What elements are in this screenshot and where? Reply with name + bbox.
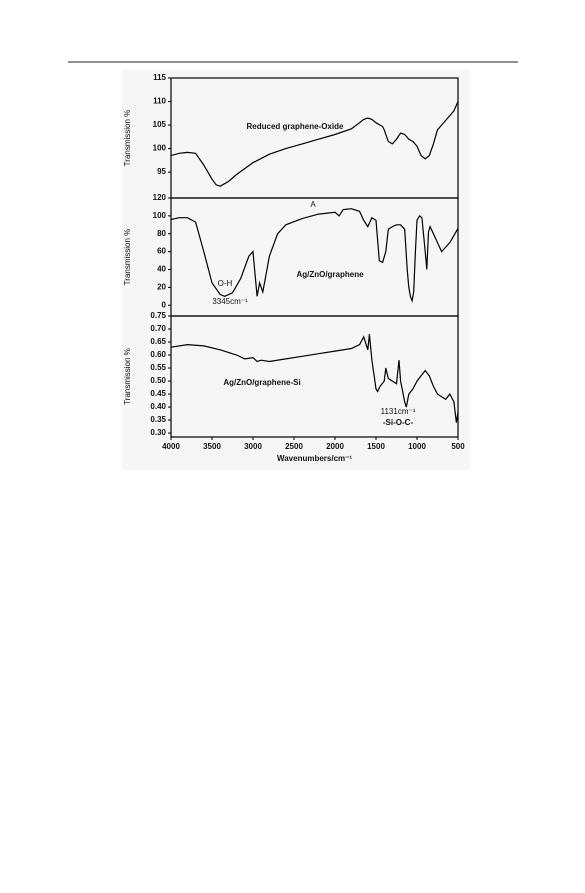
y-tick-label: 20 xyxy=(157,283,166,292)
y-tick-label: 115 xyxy=(153,73,166,82)
annotation: 3345cm⁻¹ xyxy=(212,297,248,306)
annotation: Reduced graphene-Oxide xyxy=(247,122,344,131)
y-tick-label: 100 xyxy=(153,144,167,153)
annotation: -Si-O-C- xyxy=(383,418,414,427)
annotation: 1131cm⁻¹ xyxy=(381,407,416,416)
x-tick-label: 4000 xyxy=(162,442,180,451)
y-axis-label: Transmission % xyxy=(123,348,132,405)
y-tick-label: 80 xyxy=(157,229,166,238)
y-tick-label: 0 xyxy=(162,300,167,309)
y-tick-label: 105 xyxy=(153,120,167,129)
y-axis-label: Transmission % xyxy=(123,229,132,286)
y-axis-label: Transmission % xyxy=(123,110,132,167)
spectrum-line xyxy=(170,101,459,187)
x-tick-label: 1500 xyxy=(367,442,385,451)
y-tick-label: 40 xyxy=(157,265,166,274)
x-tick-label: 3500 xyxy=(203,442,221,451)
figure-bg xyxy=(122,70,470,470)
x-tick-label: 2500 xyxy=(285,442,303,451)
y-tick-label: 0.30 xyxy=(150,428,166,437)
x-tick-label: 2000 xyxy=(326,442,344,451)
y-tick-label: 0.40 xyxy=(150,402,166,411)
y-tick-label: 0.60 xyxy=(150,350,166,359)
x-tick-label: 3000 xyxy=(244,442,262,451)
annotation: O-H xyxy=(218,279,233,288)
y-tick-label: 100 xyxy=(153,211,167,220)
x-tick-label: 500 xyxy=(451,442,465,451)
y-tick-label: 110 xyxy=(153,97,166,106)
y-tick-label: 0.75 xyxy=(150,311,166,320)
plot-frame xyxy=(170,315,459,438)
spectrum-line xyxy=(170,334,459,423)
y-tick-label: 0.50 xyxy=(150,376,166,385)
y-tick-label: 95 xyxy=(157,167,166,176)
annotation: A xyxy=(310,200,316,209)
y-tick-label: 60 xyxy=(157,247,166,256)
y-tick-label: 0.45 xyxy=(150,389,166,398)
y-tick-label: 0.35 xyxy=(150,415,166,424)
y-tick-label: 120 xyxy=(153,193,167,202)
y-tick-label: 0.65 xyxy=(150,337,166,346)
y-tick-label: 0.70 xyxy=(150,324,166,333)
annotation: Ag/ZnO/graphene xyxy=(296,270,364,279)
x-tick-label: 1000 xyxy=(408,442,426,451)
spectrum-line xyxy=(170,208,459,304)
annotation: Ag/ZnO/graphene-Si xyxy=(223,378,300,387)
y-tick-label: 0.55 xyxy=(150,363,166,372)
x-axis-label: Wavenumbers/cm⁻¹ xyxy=(277,454,352,463)
